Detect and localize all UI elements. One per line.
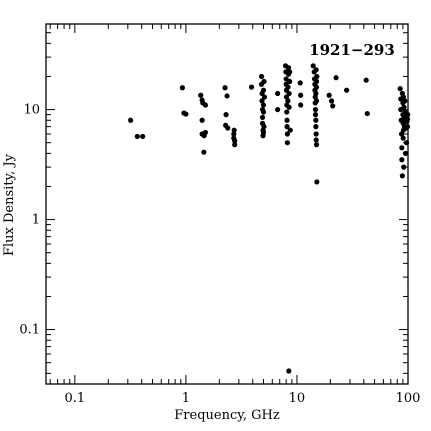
data-point (134, 133, 140, 140)
data-point (313, 142, 320, 148)
data-point (258, 73, 265, 80)
data-point (260, 129, 267, 136)
data-point (286, 104, 292, 110)
data-point (326, 92, 332, 98)
data-point (259, 114, 266, 120)
data-point (261, 94, 268, 100)
data-point (298, 102, 304, 108)
data-point (261, 78, 267, 85)
x-axis-label: Frequency, GHz (174, 408, 280, 423)
data-point (401, 104, 407, 110)
chart-title: 1921−293 (309, 41, 395, 59)
data-point (314, 73, 320, 80)
data-point (313, 124, 319, 130)
data-point (183, 111, 189, 117)
data-point (140, 133, 146, 140)
y-tick-label: 0.1 (19, 323, 40, 338)
data-point (328, 98, 335, 104)
data-point (261, 124, 267, 130)
data-point (313, 84, 320, 90)
data-point (333, 75, 339, 81)
points-layer (128, 63, 411, 374)
data-point (312, 106, 319, 113)
data-point (285, 98, 291, 104)
data-point (287, 127, 293, 133)
data-point (284, 109, 290, 115)
data-point (248, 84, 255, 90)
data-point (128, 117, 134, 123)
data-point (287, 78, 293, 85)
data-point (232, 138, 238, 144)
data-point (298, 92, 304, 98)
data-point (397, 86, 403, 92)
data-point (313, 67, 319, 73)
data-point (402, 98, 408, 104)
data-point (313, 98, 320, 104)
data-point (286, 368, 292, 374)
x-tick-label: 0.1 (64, 391, 85, 406)
data-point (399, 157, 405, 163)
data-point (260, 102, 267, 108)
data-point (313, 137, 319, 143)
data-point (284, 124, 290, 130)
data-point (313, 78, 320, 85)
data-point (399, 145, 405, 151)
data-point (313, 90, 319, 97)
data-point (313, 131, 319, 137)
data-point (364, 110, 370, 117)
data-point (275, 106, 281, 113)
ticks-layer (46, 23, 409, 384)
y-tick-label: 10 (23, 103, 40, 118)
data-point (286, 90, 292, 97)
data-point (201, 149, 207, 155)
data-point (402, 150, 409, 156)
y-tick-label: 1 (32, 213, 40, 228)
data-point (310, 63, 316, 69)
data-point (313, 117, 319, 123)
data-point (401, 164, 407, 170)
data-point (314, 179, 320, 185)
data-point (225, 125, 231, 131)
data-point (232, 142, 238, 148)
data-point (179, 85, 185, 91)
data-point (223, 112, 229, 118)
y-axis-label: Flux Density, Jy (2, 153, 17, 256)
data-point (363, 77, 369, 83)
data-point (275, 90, 281, 97)
data-point (202, 102, 209, 108)
data-point (344, 87, 350, 93)
data-point (285, 65, 292, 71)
x-tick-label: 1 (182, 391, 190, 406)
data-point (284, 117, 290, 123)
data-point (287, 69, 293, 75)
data-point (285, 84, 291, 90)
data-point (284, 131, 290, 137)
plot-frame (45, 23, 409, 385)
data-point (330, 103, 336, 109)
data-point (231, 127, 237, 133)
data-point (222, 85, 228, 91)
data-point (202, 129, 209, 136)
data-point (231, 131, 237, 137)
data-point (260, 87, 267, 93)
data-point (199, 117, 205, 123)
data-point (400, 135, 406, 141)
data-point (297, 80, 303, 86)
data-point (399, 173, 405, 179)
x-tick-label: 100 (396, 391, 421, 406)
data-point (284, 140, 290, 146)
data-point (312, 112, 319, 118)
data-point (224, 93, 230, 99)
x-tick-label: 10 (289, 391, 306, 406)
data-point (260, 109, 267, 115)
data-point (198, 92, 204, 98)
data-point (259, 98, 265, 104)
